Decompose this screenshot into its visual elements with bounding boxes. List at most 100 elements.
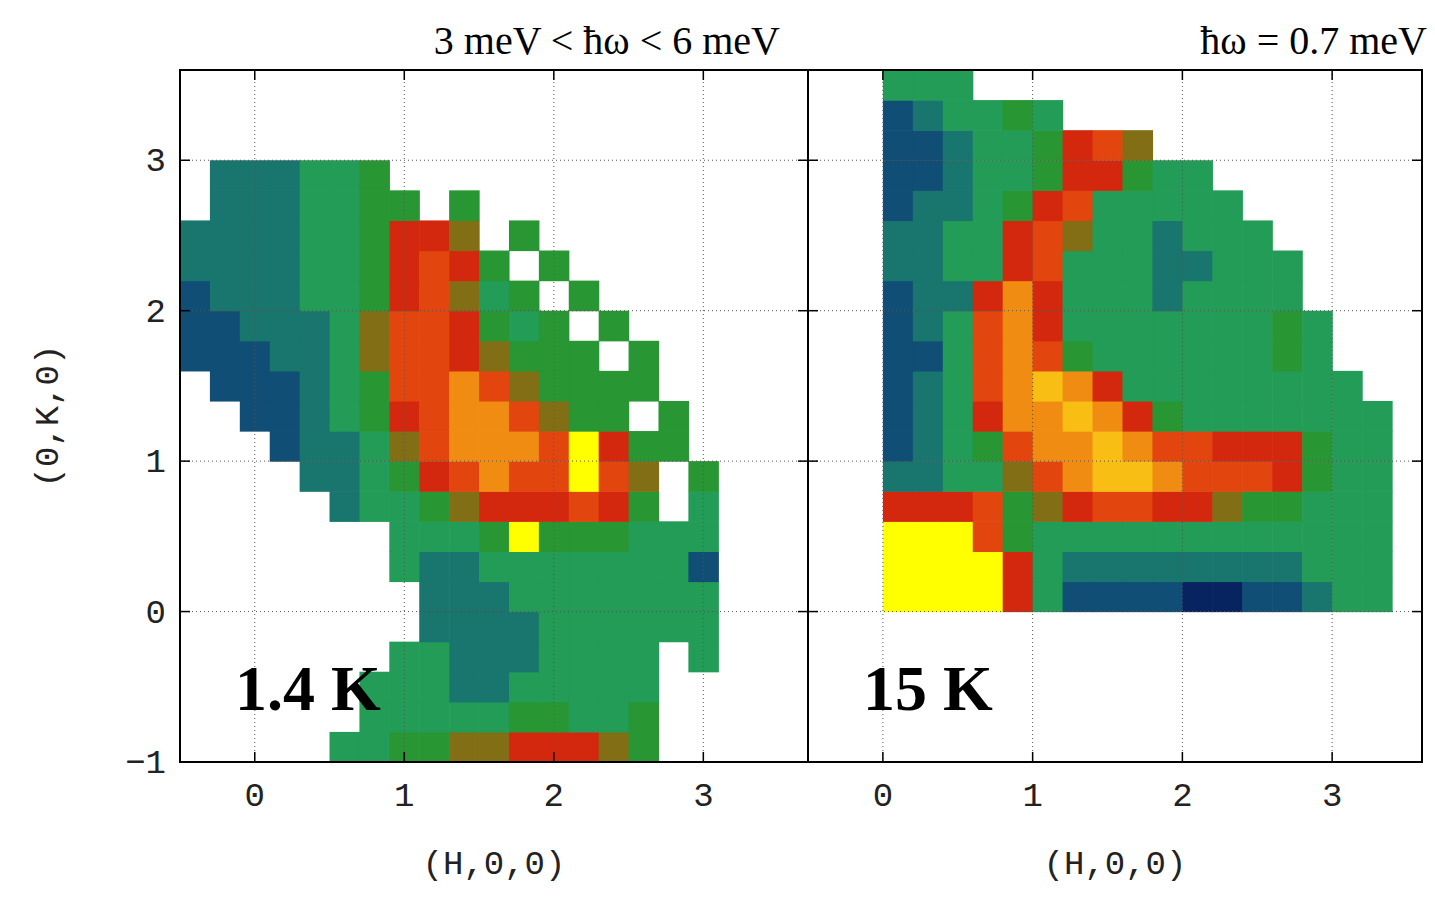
heat-cell <box>913 251 944 282</box>
heat-cell <box>359 461 390 492</box>
heat-cell <box>419 431 450 462</box>
heat-cell <box>1332 521 1363 552</box>
heat-cell <box>1332 401 1363 432</box>
heat-cell <box>509 341 540 372</box>
heat-cell <box>1212 341 1243 372</box>
heat-cell <box>1003 190 1034 221</box>
heat-cell <box>509 521 540 552</box>
heat-cell <box>973 220 1004 251</box>
temperature-label: 15 K <box>863 653 993 724</box>
heat-cell <box>599 581 630 612</box>
heat-cell <box>943 281 974 312</box>
heat-cell <box>419 251 450 282</box>
heat-cell <box>210 281 241 312</box>
heat-cell <box>509 702 540 733</box>
heat-cell <box>1003 220 1034 251</box>
heat-cell <box>569 732 600 762</box>
grid-line <box>180 160 808 161</box>
tick-mark <box>798 761 808 763</box>
x-axis-title: (H,0,0) <box>423 846 566 884</box>
heat-cell <box>1242 341 1273 372</box>
heat-cell <box>569 431 600 462</box>
heat-cell <box>973 431 1004 462</box>
grid-line <box>808 611 1422 612</box>
heat-cell <box>1272 311 1303 342</box>
heat-cell <box>883 341 914 372</box>
heat-cell <box>1063 311 1094 342</box>
x-tick-label: 3 <box>693 778 713 816</box>
heat-cell <box>569 521 600 552</box>
heat-cell <box>629 461 660 492</box>
heat-cell <box>509 371 540 402</box>
heat-cell <box>1093 281 1124 312</box>
x-tick-label: 1 <box>394 778 414 816</box>
heat-cell <box>629 341 660 372</box>
heat-cell <box>1272 251 1303 282</box>
heat-cell <box>1242 401 1273 432</box>
heat-cell <box>913 281 944 312</box>
tick-mark <box>1412 611 1422 613</box>
grid-line <box>808 461 1422 462</box>
heat-cell <box>389 401 420 432</box>
heat-cell <box>1152 431 1183 462</box>
heat-cell <box>509 491 540 522</box>
heat-cell <box>1093 461 1124 492</box>
heat-cell <box>1122 130 1153 161</box>
heat-cell <box>449 220 480 251</box>
heat-cell <box>1182 341 1213 372</box>
heat-cell <box>1332 371 1363 402</box>
heat-cell <box>629 371 660 402</box>
heat-cell <box>973 521 1004 552</box>
heat-cell <box>1212 281 1243 312</box>
heat-cell <box>509 311 540 342</box>
heat-cell <box>629 642 660 673</box>
heat-cell <box>1182 491 1213 522</box>
heat-cell <box>1212 220 1243 251</box>
tick-mark <box>1331 752 1333 762</box>
heat-cell <box>1302 551 1333 582</box>
heat-cell <box>943 371 974 402</box>
heat-cell <box>1302 401 1333 432</box>
heat-cell <box>569 341 600 372</box>
heat-cell <box>629 491 660 522</box>
heat-cell <box>1332 551 1363 582</box>
heat-cell <box>913 130 944 161</box>
heat-cell <box>973 130 1004 161</box>
heat-cell <box>1212 581 1243 612</box>
y-tick-label: 3 <box>146 143 166 181</box>
heat-cell <box>1033 281 1064 312</box>
heat-cell <box>359 251 390 282</box>
heat-cell <box>389 672 420 703</box>
heat-cell <box>1033 220 1064 251</box>
heat-cell <box>210 311 241 342</box>
heat-cell <box>629 702 660 733</box>
heat-cell <box>913 160 944 191</box>
heat-cell <box>509 401 540 432</box>
heat-cell <box>973 551 1004 582</box>
heat-cell <box>1152 190 1183 221</box>
heat-cell <box>658 551 689 582</box>
heat-cell <box>1093 401 1124 432</box>
heat-cell <box>240 251 271 282</box>
x-tick-label: 0 <box>245 778 265 816</box>
tick-mark <box>798 460 808 462</box>
heat-cell <box>270 251 301 282</box>
heat-cell <box>1362 401 1393 432</box>
heat-cell <box>509 281 540 312</box>
heat-cell <box>1093 521 1124 552</box>
heat-cell <box>449 672 480 703</box>
heat-cell <box>210 251 241 282</box>
heat-cell <box>883 461 914 492</box>
y-tick-label: −1 <box>125 745 166 783</box>
heat-cell <box>1122 341 1153 372</box>
heat-cell <box>300 190 331 221</box>
heat-cell <box>943 401 974 432</box>
heat-cell <box>883 190 914 221</box>
heat-cell <box>1093 220 1124 251</box>
heat-cell <box>943 551 974 582</box>
heat-cell <box>479 341 510 372</box>
heat-cell <box>300 461 331 492</box>
heat-cell <box>270 401 301 432</box>
heat-cell <box>419 281 450 312</box>
heat-cell <box>883 281 914 312</box>
